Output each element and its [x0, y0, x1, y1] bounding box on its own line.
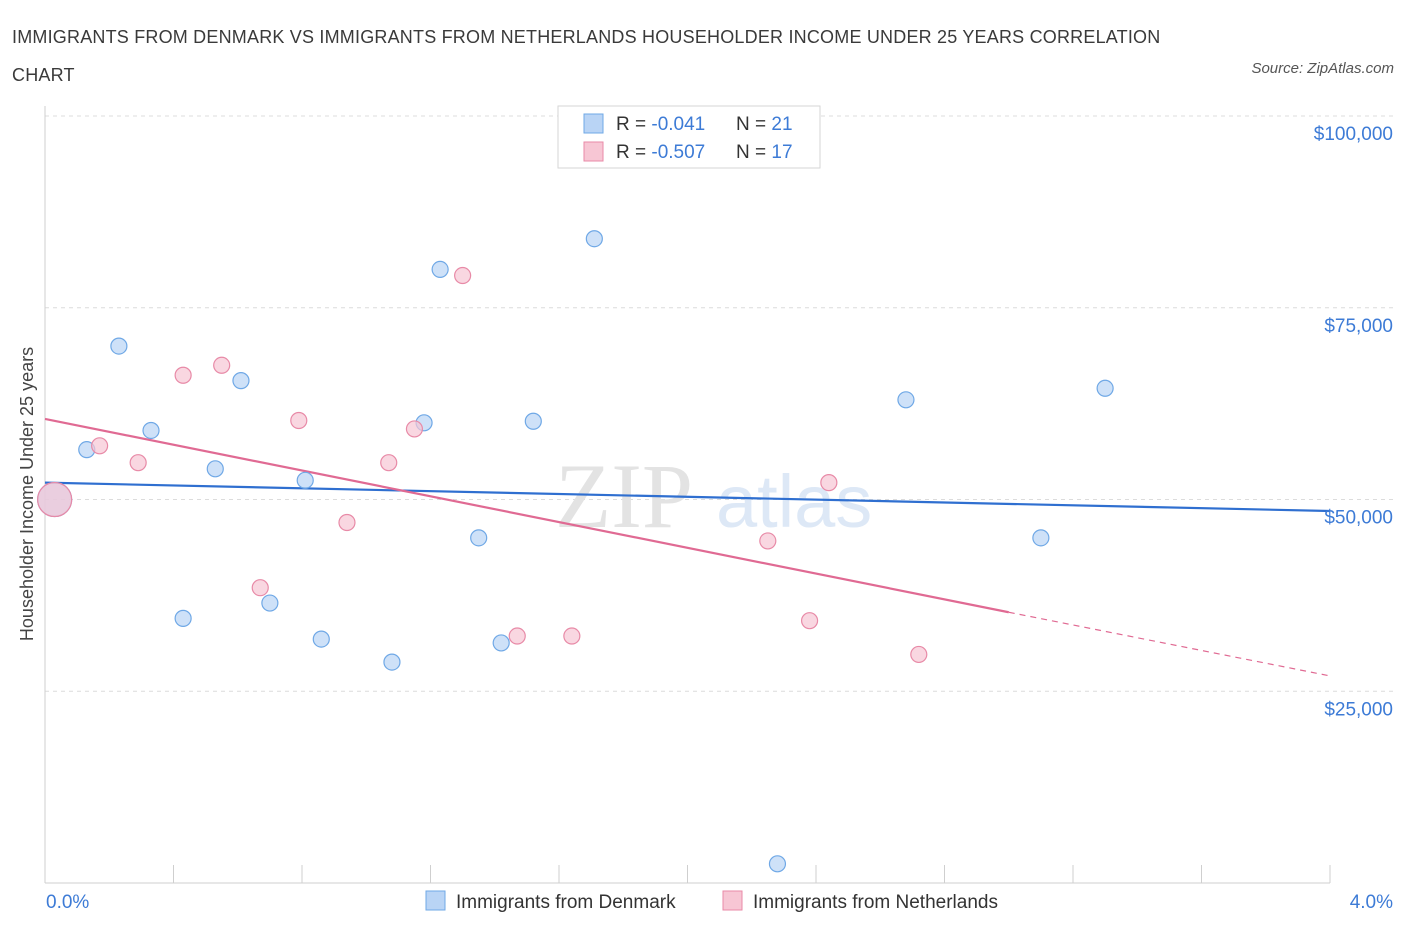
point-netherlands: [129, 454, 147, 472]
point-netherlands: [251, 579, 269, 597]
y-tick-label: $100,000: [1314, 124, 1393, 145]
legend-label-netherlands: Immigrants from Netherlands: [753, 892, 998, 913]
stats-r-label: R =: [616, 142, 651, 163]
point-denmark: [492, 634, 510, 652]
point-denmark: [1096, 379, 1114, 397]
points-layer: [37, 230, 1114, 873]
point-netherlands: [91, 437, 109, 455]
y-tick-label: $25,000: [1324, 699, 1393, 720]
point-denmark: [383, 653, 401, 671]
trend-line-netherlands: [44, 417, 1009, 614]
point-denmark: [312, 630, 330, 648]
axis-layer: [44, 106, 1331, 884]
point-denmark: [470, 529, 488, 547]
point-netherlands: [820, 474, 838, 492]
stats-r-value: -0.507: [651, 142, 705, 163]
trend-line-netherlands-extension: [1008, 611, 1331, 677]
point-netherlands: [37, 481, 73, 518]
point-denmark: [1032, 529, 1050, 547]
x-tick-label: 4.0%: [1350, 892, 1393, 913]
x-tick-labels: 0.0% 4.0%: [46, 892, 1393, 913]
point-netherlands: [800, 612, 819, 630]
grid-layer: [45, 115, 1395, 692]
point-denmark: [232, 372, 250, 390]
point-netherlands: [454, 266, 472, 285]
stats-n-value: 17: [771, 142, 792, 163]
point-denmark: [206, 460, 224, 478]
svg-text:N = 17: N = 17: [736, 142, 793, 163]
point-netherlands: [338, 513, 356, 532]
point-netherlands: [759, 532, 777, 550]
point-denmark: [897, 391, 915, 409]
stats-r-value: -0.041: [651, 114, 705, 135]
trend-line-denmark: [44, 481, 1331, 513]
svg-text:R = -0.041: R = -0.041: [616, 114, 705, 135]
point-netherlands: [290, 411, 308, 430]
point-denmark: [524, 412, 542, 430]
stats-n-value: 21: [771, 114, 792, 135]
y-axis-label: Householder Income Under 25 years: [17, 347, 37, 641]
stats-box: R = -0.041 N = 21 R = -0.507 N = 17: [557, 105, 821, 169]
point-netherlands: [174, 366, 192, 384]
point-denmark: [768, 855, 787, 873]
point-denmark: [174, 609, 192, 627]
point-denmark: [431, 260, 449, 278]
svg-text:R = -0.507: R = -0.507: [616, 142, 705, 163]
stats-n-label: N =: [736, 114, 771, 135]
point-netherlands: [380, 454, 398, 472]
svg-text:N = 21: N = 21: [736, 114, 793, 135]
y-tick-label: $75,000: [1324, 316, 1393, 337]
stats-swatch-pink: [583, 141, 604, 162]
trend-layer: [44, 417, 1331, 677]
y-tick-labels: $25,000 $50,000 $75,000 $100,000: [1314, 124, 1393, 720]
legend-label-denmark: Immigrants from Denmark: [456, 892, 676, 913]
point-denmark: [142, 421, 160, 440]
legend: Immigrants from Denmark Immigrants from …: [425, 890, 998, 913]
point-netherlands: [563, 627, 581, 645]
point-netherlands: [508, 627, 526, 645]
stats-swatch-blue: [583, 113, 604, 134]
point-netherlands: [213, 356, 231, 374]
point-denmark: [296, 471, 314, 489]
legend-swatch-denmark: [425, 890, 446, 911]
stats-r-label: R =: [616, 114, 651, 135]
chart-title: IMMIGRANTS FROM DENMARK VS IMMIGRANTS FR…: [12, 27, 1161, 85]
point-denmark: [110, 337, 128, 355]
y-tick-label: $50,000: [1324, 508, 1393, 529]
point-denmark: [261, 594, 279, 612]
point-netherlands: [910, 645, 928, 664]
point-netherlands: [405, 420, 424, 438]
source-label: Source: ZipAtlas.com: [1251, 60, 1394, 77]
x-tick-label: 0.0%: [46, 892, 89, 913]
point-denmark: [585, 230, 603, 248]
legend-swatch-netherlands: [722, 890, 743, 911]
stats-n-label: N =: [736, 142, 771, 163]
watermark-atlas: atlas: [716, 460, 872, 543]
